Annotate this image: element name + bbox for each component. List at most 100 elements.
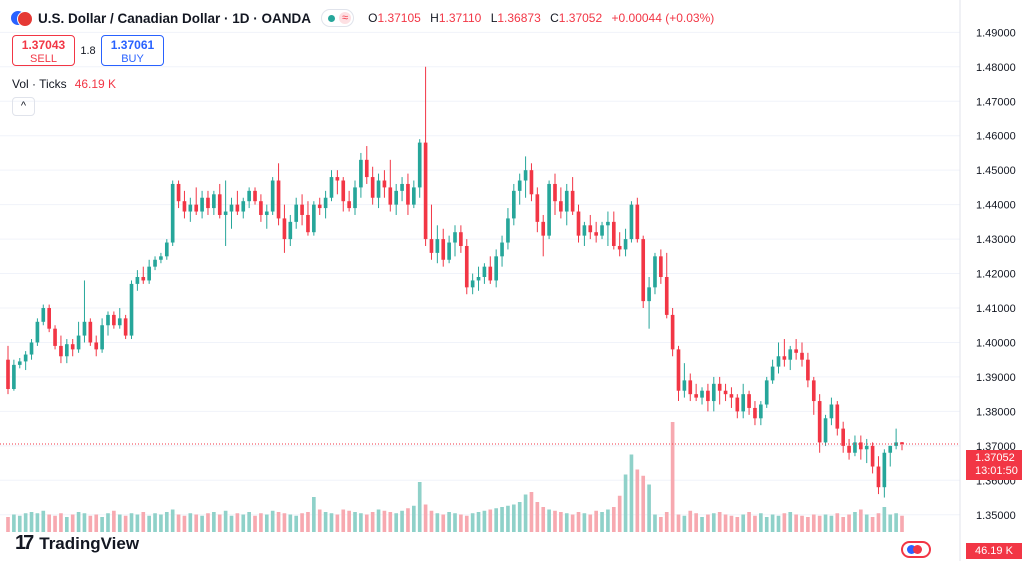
sell-button[interactable]: 1.37043 SELL — [12, 35, 75, 66]
candle-body — [117, 318, 122, 326]
candle-body — [629, 204, 634, 240]
volume-bar — [253, 515, 257, 532]
volume-bar — [12, 514, 16, 532]
volume-bar — [500, 507, 504, 532]
candle-body — [376, 180, 381, 198]
volume-axis-tag: 46.19 K — [966, 543, 1022, 559]
volume-bar — [753, 515, 757, 532]
volume-bar — [711, 513, 716, 532]
volume-bar — [329, 513, 334, 532]
candle-body — [47, 308, 51, 329]
candle-body — [212, 194, 216, 209]
volume-bar — [112, 510, 116, 532]
high-value: 1.37110 — [438, 11, 482, 25]
candle-body — [441, 239, 446, 260]
candle-body — [6, 359, 10, 389]
candle-body — [470, 280, 475, 288]
volume-bar — [664, 512, 669, 532]
candle-body — [353, 187, 357, 209]
volume-bar — [794, 514, 798, 532]
candle-body — [594, 232, 598, 236]
candle-body — [141, 277, 146, 281]
volume-bar — [312, 497, 316, 532]
candle-body — [182, 201, 187, 212]
tradingview-logo[interactable]: 17 TradingView — [15, 532, 139, 555]
volume-bar — [82, 513, 87, 532]
close-label: C — [550, 11, 559, 25]
candle-body — [388, 187, 393, 205]
chart-header: U.S. Dollar / Canadian Dollar · 1D · OAN… — [10, 9, 714, 27]
volume-bar — [635, 469, 640, 532]
volume-bar — [117, 514, 122, 532]
volume-bar — [270, 510, 275, 532]
price-tick-label: 1.43000 — [976, 234, 1016, 246]
buy-button[interactable]: 1.37061 BUY — [101, 35, 164, 66]
candle-body — [682, 380, 687, 391]
candle-body — [759, 404, 763, 419]
candle-body — [482, 266, 487, 277]
open-label: O — [368, 11, 378, 25]
volume-bar — [453, 513, 457, 532]
bar-countdown: 13:01:50 — [975, 465, 1018, 477]
collapse-legend-button[interactable]: ^ — [12, 97, 35, 116]
volume-bar — [347, 510, 351, 532]
price-tick-label: 1.46000 — [976, 131, 1016, 143]
candle-body — [159, 256, 163, 260]
volume-bar — [106, 513, 110, 532]
volume-bar — [817, 515, 822, 532]
candle-body — [864, 445, 869, 450]
candle-body — [259, 201, 263, 215]
tradingview-wordmark: TradingView — [39, 533, 140, 553]
currency-flags-icon[interactable] — [901, 541, 931, 558]
volume-bar — [682, 515, 687, 532]
candle-body — [711, 383, 716, 402]
volume-bar — [859, 509, 863, 532]
candle-body — [206, 197, 210, 209]
volume-bar — [212, 512, 216, 532]
volume-bar — [723, 514, 728, 532]
volume-bar — [547, 509, 551, 532]
candle-body — [706, 390, 710, 402]
volume-bar — [76, 512, 81, 532]
candle-body — [247, 190, 251, 202]
volume-bar — [323, 512, 328, 532]
volume-bar — [423, 504, 428, 532]
volume-legend[interactable]: Vol · Ticks 46.19 K — [12, 77, 116, 91]
volume-bar — [864, 514, 869, 532]
candle-body — [488, 266, 493, 281]
trade-panel: 1.37043 SELL 1.8 1.37061 BUY — [12, 35, 164, 66]
volume-bar — [553, 510, 557, 532]
volume-bar — [759, 513, 763, 532]
volume-bar — [729, 515, 734, 532]
candle-body — [559, 201, 563, 212]
volume-bar — [870, 517, 875, 532]
candle-body — [500, 242, 504, 257]
candle-body — [547, 183, 551, 236]
volume-bar — [353, 512, 357, 532]
candle-body — [641, 239, 646, 302]
candle-body — [429, 239, 434, 253]
candle-body — [600, 225, 604, 236]
price-axis: 1.49000 1.48000 1.47000 1.46000 1.45000 1.440… — [959, 0, 1016, 561]
candle-body — [747, 394, 751, 408]
price-tick-label: 1.42000 — [976, 269, 1016, 281]
volume-bar — [511, 504, 516, 532]
candle-body — [700, 390, 704, 398]
price-tick-label: 1.48000 — [976, 62, 1016, 74]
candle-body — [553, 183, 557, 202]
candle-body — [364, 159, 369, 178]
volume-bar — [47, 514, 51, 532]
symbol-title[interactable]: U.S. Dollar / Canadian Dollar · 1D · OAN… — [38, 10, 312, 26]
volume-bar — [476, 512, 481, 532]
candle-body — [859, 442, 863, 450]
volume-bar — [247, 512, 251, 532]
price-tick-label: 1.37000 — [976, 441, 1016, 453]
candle-body — [847, 445, 851, 453]
volume-bar — [394, 513, 399, 532]
volume-bar — [488, 509, 493, 532]
market-status-pill[interactable]: ≈ — [321, 9, 355, 27]
volume-bar — [300, 513, 304, 532]
candle-body — [476, 277, 481, 281]
